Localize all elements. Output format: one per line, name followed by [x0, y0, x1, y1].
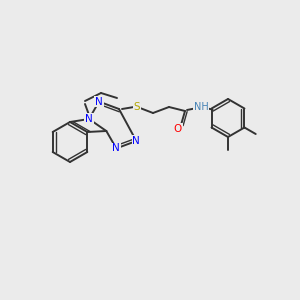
Text: N: N	[132, 136, 140, 146]
Text: NH: NH	[194, 102, 208, 112]
Text: N: N	[112, 143, 120, 153]
Text: N: N	[95, 97, 103, 106]
Text: N: N	[85, 114, 93, 124]
Text: S: S	[134, 102, 140, 112]
Text: O: O	[174, 124, 182, 134]
